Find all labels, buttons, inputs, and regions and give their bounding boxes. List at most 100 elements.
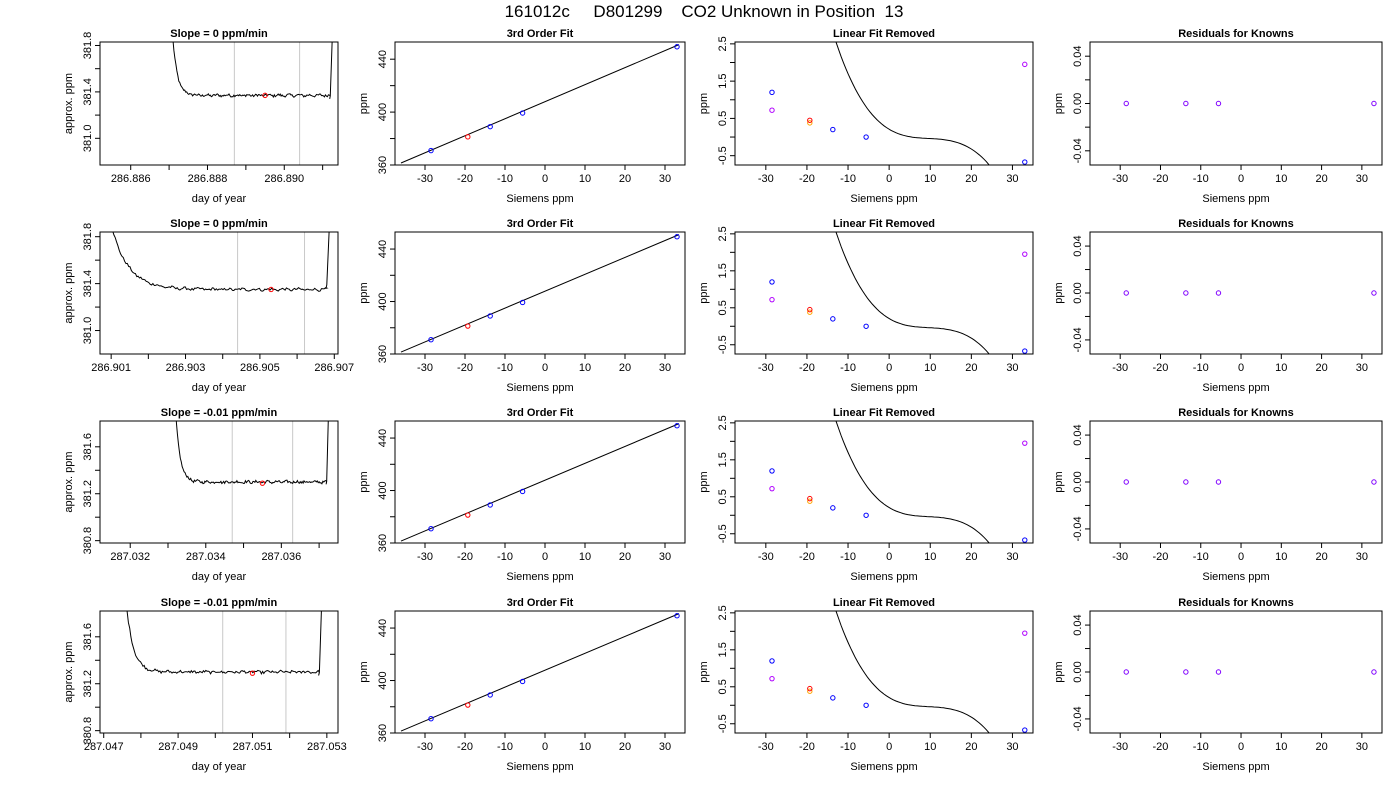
unknown-point xyxy=(465,134,471,140)
known-point xyxy=(769,468,775,474)
unknown-point-alt xyxy=(807,309,813,315)
unknown-point xyxy=(807,117,813,123)
x-tick-label: 10 xyxy=(1275,173,1287,185)
y-tick-label: 0.5 xyxy=(717,489,729,504)
x-axis-label: Siemens ppm xyxy=(1202,382,1269,394)
panel-r4c1: Slope = -0.01 ppm/min 287.047 287.049 287.0… xyxy=(63,597,347,773)
x-tick-label: -10 xyxy=(1193,173,1209,185)
y-tick-label: 2.5 xyxy=(717,36,729,51)
known-point xyxy=(1022,727,1028,733)
y-tick-label: 1.5 xyxy=(717,452,729,467)
panel-title: 3rd Order Fit xyxy=(507,597,574,609)
x-tick-label: 10 xyxy=(924,741,936,753)
panel-title: Slope = -0.01 ppm/min xyxy=(161,597,278,609)
y-axis-label: ppm xyxy=(358,661,370,682)
known-point xyxy=(428,337,434,343)
concentration-trace xyxy=(126,611,322,676)
x-tick-label: 286.907 xyxy=(314,362,354,374)
x-tick-label: -20 xyxy=(457,362,473,374)
panel-title: 3rd Order Fit xyxy=(507,407,574,419)
x-tick-label: 0 xyxy=(542,741,548,753)
known-point xyxy=(1022,537,1028,543)
residual-point xyxy=(1183,290,1189,296)
y-tick-label: 381.8 xyxy=(82,32,94,60)
x-tick-label: 20 xyxy=(1315,362,1327,374)
x-tick-label: -30 xyxy=(1112,173,1128,185)
x-tick-label: 0 xyxy=(886,173,892,185)
y-tick-label: 360 xyxy=(377,345,389,363)
x-tick-label: -10 xyxy=(1193,551,1209,563)
x-tick-label: 286.903 xyxy=(166,362,206,374)
y-axis-label: ppm xyxy=(358,93,370,114)
x-tick-label: 286.890 xyxy=(264,173,304,185)
y-axis-label: ppm xyxy=(1053,93,1065,114)
plot-frame xyxy=(734,610,1034,734)
concentration-trace xyxy=(175,421,329,485)
x-tick-label: 30 xyxy=(659,741,671,753)
plot-frame xyxy=(394,41,686,166)
panel-r3c3: Linear Fit Removed -30 -20 -10 0 10 20 30 -0.5 0.… xyxy=(698,407,1034,583)
x-tick-label: 30 xyxy=(1006,362,1018,374)
x-tick-label: 287.034 xyxy=(186,551,226,563)
x-tick-label: -20 xyxy=(457,741,473,753)
y-tick-label: 360 xyxy=(377,156,389,174)
x-tick-label: 20 xyxy=(619,173,631,185)
plot-frame xyxy=(1089,610,1383,734)
y-axis-label: approx. ppm xyxy=(63,641,75,702)
x-tick-label: 30 xyxy=(659,173,671,185)
fit-line xyxy=(400,613,680,732)
plot-area xyxy=(1123,479,1377,485)
unknown-point xyxy=(465,323,471,329)
plot-area xyxy=(1123,100,1377,107)
plot-frame xyxy=(1089,231,1383,355)
y-axis-label: approx. ppm xyxy=(63,451,75,512)
x-tick-label: 287.051 xyxy=(233,741,273,753)
panel-r2c3: Linear Fit Removed -30 -20 -10 0 10 20 30 -0.5 0.… xyxy=(698,218,1034,394)
residual-point xyxy=(1371,100,1377,107)
y-tick-label: 0.00 xyxy=(1072,471,1084,492)
x-tick-label: -20 xyxy=(799,551,815,563)
y-tick-label: -0.5 xyxy=(717,714,729,733)
x-tick-label: 10 xyxy=(1275,551,1287,563)
unknown-point-alt xyxy=(807,498,813,504)
panel-title: Residuals for Knowns xyxy=(1178,597,1294,609)
plot-area xyxy=(1123,290,1377,296)
x-tick-label: 0 xyxy=(1238,173,1244,185)
y-axis-label: ppm xyxy=(1053,282,1065,303)
x-tick-label: 0 xyxy=(542,173,548,185)
x-tick-label: 0 xyxy=(886,741,892,753)
x-axis-label: Siemens ppm xyxy=(850,382,917,394)
y-axis-label: ppm xyxy=(698,471,710,492)
x-tick-label: 20 xyxy=(619,362,631,374)
x-tick-label: -10 xyxy=(1193,362,1209,374)
linear-removed-point xyxy=(769,107,775,113)
panel-title: Residuals for Knowns xyxy=(1178,218,1294,230)
y-tick-label: 381.4 xyxy=(82,78,94,106)
x-tick-label: 20 xyxy=(965,741,977,753)
y-axis-label: approx. ppm xyxy=(63,73,75,134)
known-point xyxy=(487,123,493,130)
panel-r3c2: 3rd Order Fit -30 -20 -10 0 10 20 30 360 400 440 Si… xyxy=(358,407,686,583)
unknown-point xyxy=(807,306,813,313)
x-tick-label: 287.036 xyxy=(261,551,301,563)
plot-frame xyxy=(99,231,339,355)
residual-point xyxy=(1215,100,1222,107)
x-tick-label: -30 xyxy=(417,173,433,185)
y-tick-label: 400 xyxy=(377,292,389,310)
known-point xyxy=(519,678,526,685)
known-point xyxy=(428,716,434,722)
y-tick-label: 381.0 xyxy=(82,125,94,153)
x-tick-label: -20 xyxy=(457,551,473,563)
x-tick-label: 0 xyxy=(886,551,892,563)
x-tick-label: 0 xyxy=(1238,362,1244,374)
x-axis-label: Siemens ppm xyxy=(850,193,917,205)
panel-r2c2: 3rd Order Fit -30 -20 -10 0 10 20 30 360 400 440 Si… xyxy=(358,218,686,394)
y-tick-label: 0.04 xyxy=(1072,235,1084,256)
x-tick-label: -30 xyxy=(1112,551,1128,563)
x-tick-label: 30 xyxy=(659,362,671,374)
linear-removed-point xyxy=(769,485,775,492)
y-tick-label: 381.6 xyxy=(82,433,94,461)
x-tick-label: 286.905 xyxy=(240,362,280,374)
y-tick-label: 2.5 xyxy=(717,605,729,620)
x-tick-label: 287.047 xyxy=(84,741,124,753)
